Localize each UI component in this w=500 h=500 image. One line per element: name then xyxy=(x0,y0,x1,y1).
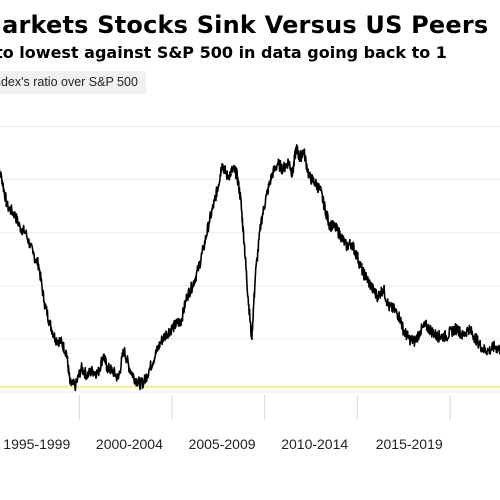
x-tick-label-2: 2005-2009 xyxy=(189,436,256,452)
chart-subtitle: s to lowest against S&P 500 in data goin… xyxy=(0,43,447,62)
x-tick-label-1: 2000-2004 xyxy=(96,436,163,452)
x-tick-label-3: 2010-2014 xyxy=(281,436,348,452)
x-tick-label-4: 2015-2019 xyxy=(376,436,443,452)
legend-label: ndex's ratio over S&P 500 xyxy=(0,71,146,94)
series-line xyxy=(0,144,500,392)
x-tick-label-0: 1995-1999 xyxy=(3,436,70,452)
chart-title: Markets Stocks Sink Versus US Peers xyxy=(0,11,489,39)
